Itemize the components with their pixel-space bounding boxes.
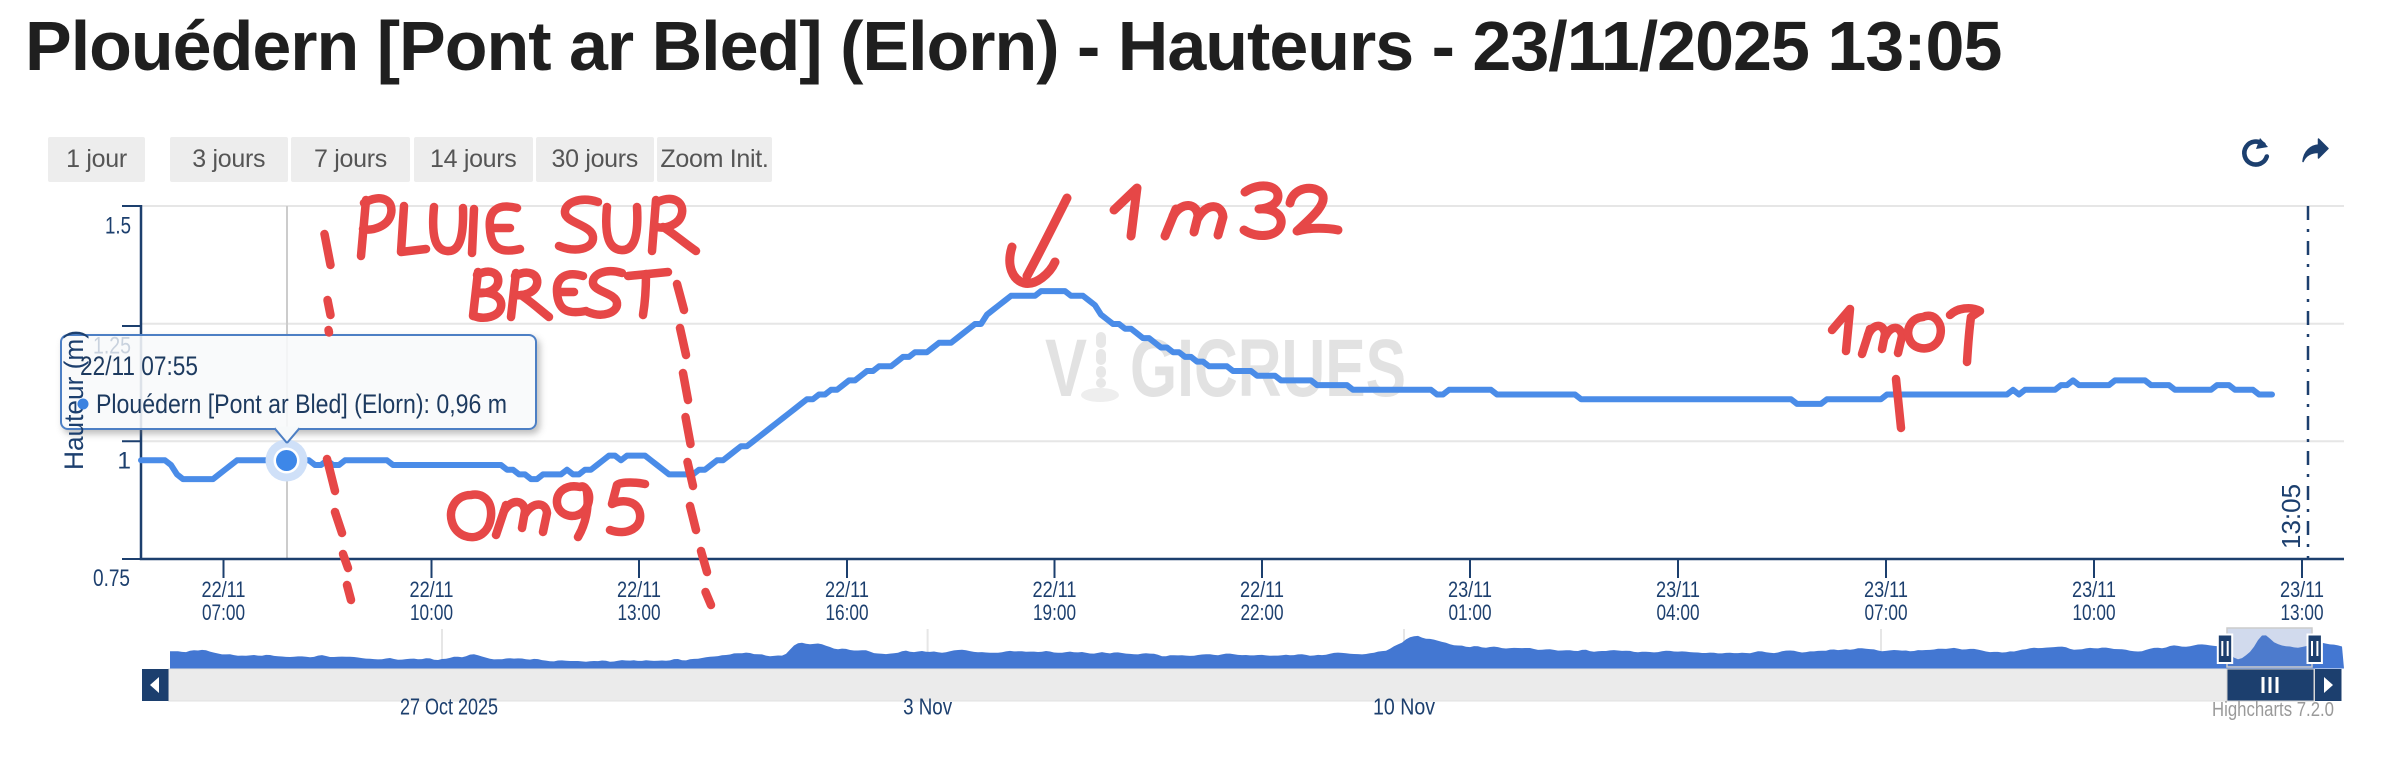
svg-text:13:00: 13:00	[618, 600, 661, 625]
svg-text:22/11 07:55: 22/11 07:55	[80, 351, 198, 381]
svg-text:1.5: 1.5	[105, 213, 131, 240]
svg-text:22:00: 22:00	[1241, 600, 1284, 625]
svg-text:3 Nov: 3 Nov	[903, 694, 952, 720]
svg-text:23/11: 23/11	[1656, 577, 1700, 602]
svg-text:22/11: 22/11	[410, 577, 454, 602]
svg-text:22/11: 22/11	[1033, 577, 1077, 602]
svg-text:27 Oct 2025: 27 Oct 2025	[400, 694, 498, 720]
svg-text:16:00: 16:00	[826, 600, 869, 625]
svg-text:0.75: 0.75	[93, 565, 130, 592]
svg-text:22/11: 22/11	[202, 577, 246, 602]
svg-text:10 Nov: 10 Nov	[1373, 694, 1435, 720]
svg-text:19:00: 19:00	[1033, 600, 1076, 625]
svg-text:1.25: 1.25	[93, 333, 131, 360]
svg-text:23/11: 23/11	[2072, 577, 2116, 602]
svg-text:23/11: 23/11	[2280, 577, 2324, 602]
svg-text:07:00: 07:00	[202, 600, 245, 625]
svg-text:22/11: 22/11	[825, 577, 869, 602]
svg-text:13:05: 13:05	[2276, 484, 2306, 549]
svg-text:Plouédern [Pont ar Bled] (Elor: Plouédern [Pont ar Bled] (Elorn): 0,96 m	[96, 389, 507, 419]
svg-text:22/11: 22/11	[617, 577, 661, 602]
svg-text:23/11: 23/11	[1448, 577, 1492, 602]
svg-text:1: 1	[117, 448, 131, 475]
svg-text:10:00: 10:00	[410, 600, 453, 625]
svg-text:13:00: 13:00	[2281, 600, 2324, 625]
svg-text:01:00: 01:00	[1449, 600, 1492, 625]
svg-text:V: V	[1045, 323, 1087, 414]
svg-text:Highcharts 7.2.0: Highcharts 7.2.0	[2212, 699, 2334, 721]
svg-text:23/11: 23/11	[1864, 577, 1908, 602]
svg-text:GICRUES: GICRUES	[1130, 323, 1406, 414]
svg-text:22/11: 22/11	[1240, 577, 1284, 602]
svg-text:10:00: 10:00	[2073, 600, 2116, 625]
svg-text:04:00: 04:00	[1657, 600, 1700, 625]
svg-text:07:00: 07:00	[1865, 600, 1908, 625]
